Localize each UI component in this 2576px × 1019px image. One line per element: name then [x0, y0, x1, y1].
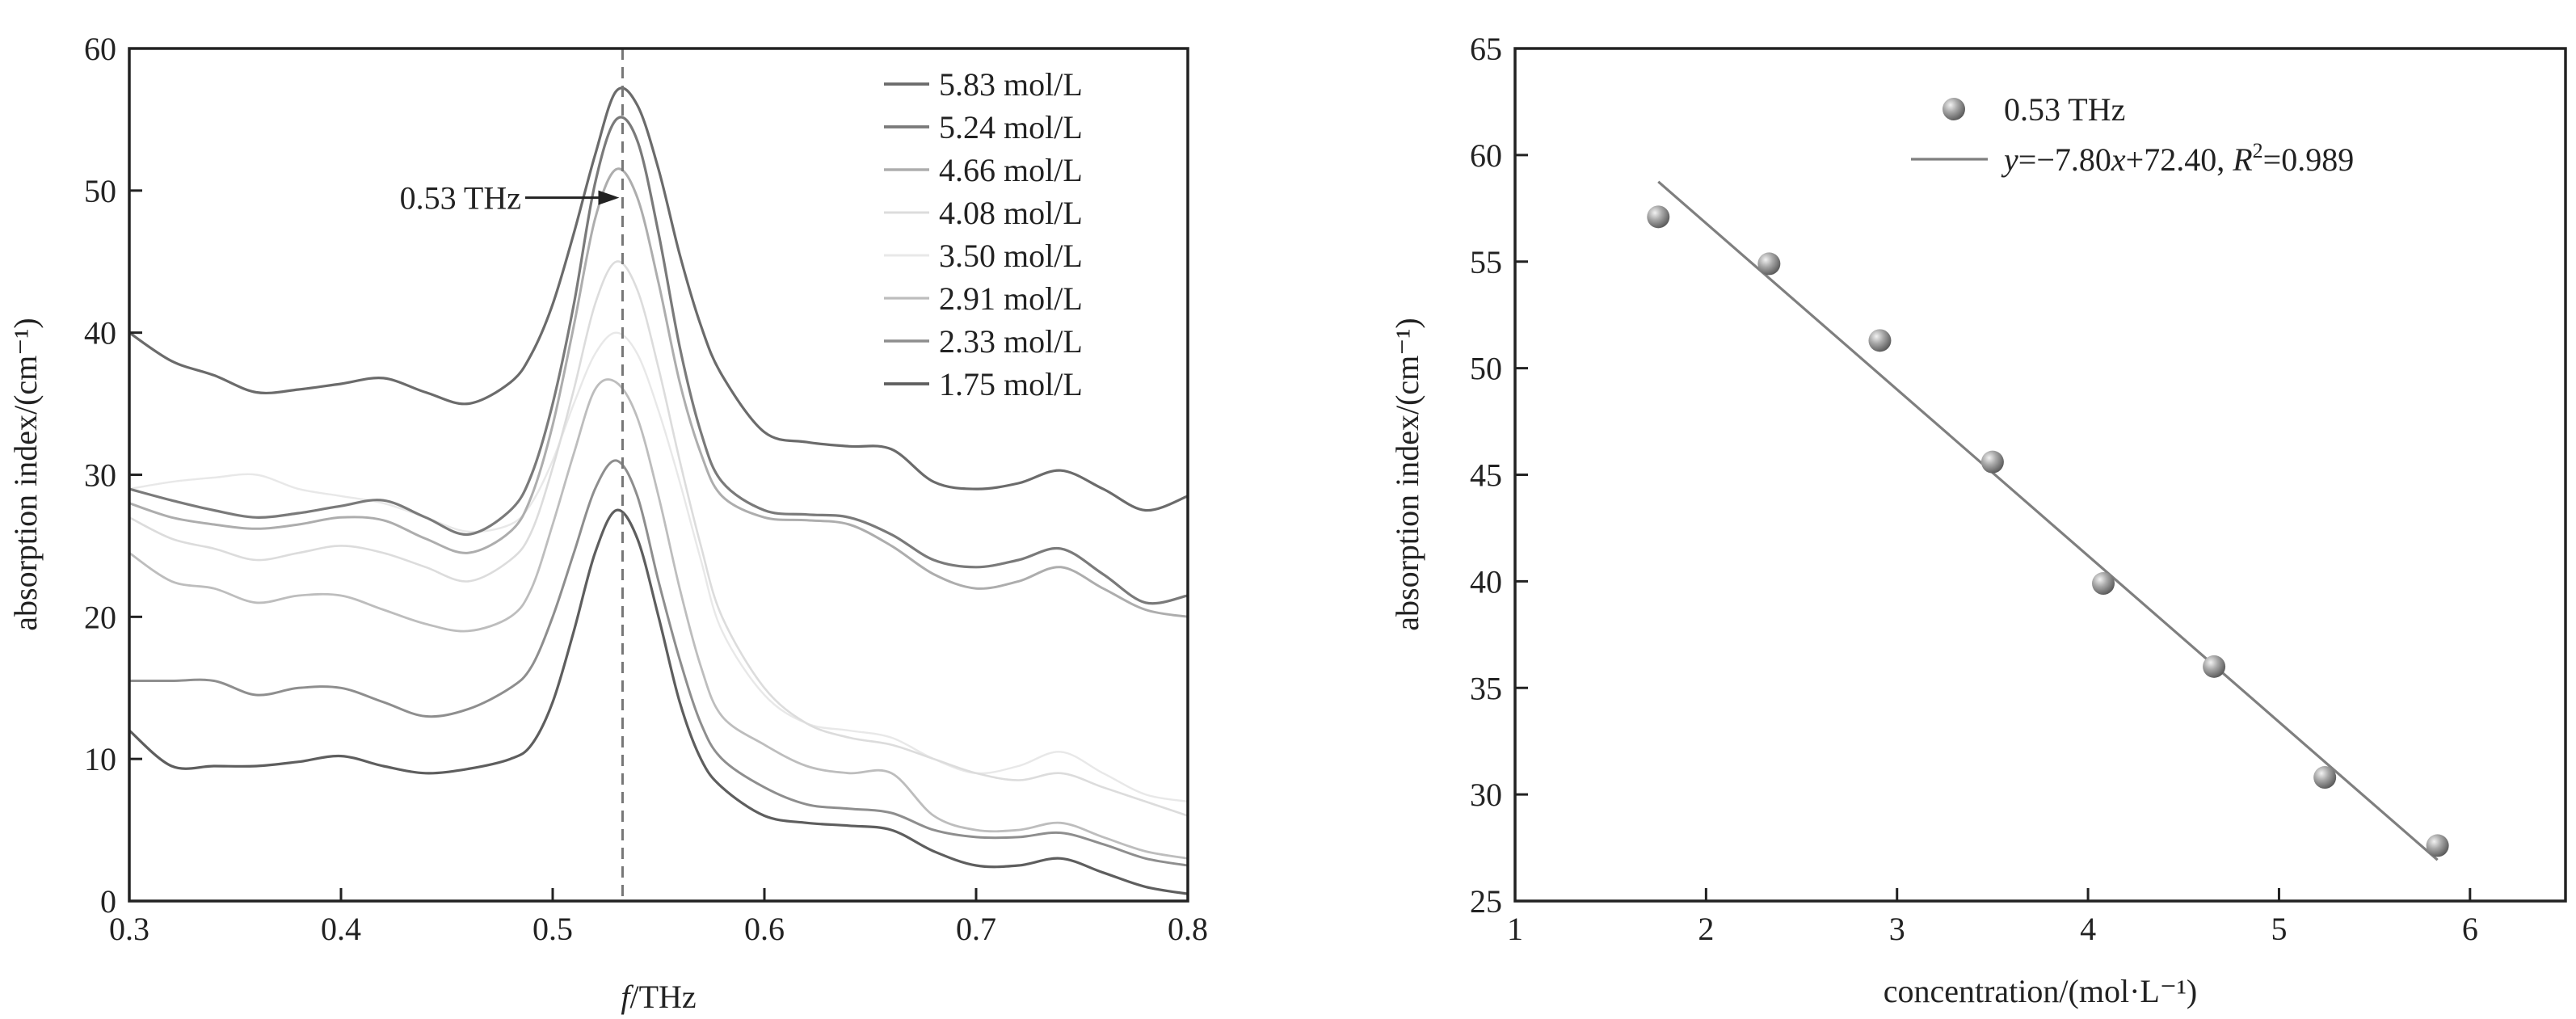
scatter-point — [1647, 205, 1670, 229]
fit-legend-scatter-label: 0.53 THz — [2004, 91, 2125, 128]
spectra-x-tick-label: 0.5 — [532, 911, 573, 947]
spectra-y-tick-label: 30 — [84, 457, 116, 494]
series-line-3-50-mol-l — [129, 331, 1188, 803]
peak-annotation-arrow-head — [598, 190, 620, 205]
fit-y-tick-label: 30 — [1470, 777, 1502, 813]
fit-y-tick-label: 55 — [1470, 244, 1502, 280]
spectra-x-tick-label: 0.8 — [1168, 911, 1208, 947]
scatter-point — [2203, 655, 2226, 678]
fit-line — [1657, 180, 2439, 861]
scatter-point — [2313, 766, 2337, 790]
fit-y-axis-title: absorption index/(cm⁻¹) — [1389, 318, 1425, 630]
series-line-5-24-mol-l — [129, 116, 1188, 605]
spectra-legend-label: 1.75 mol/L — [939, 366, 1083, 402]
fit-y-tick-label: 25 — [1470, 883, 1502, 920]
fit-x-tick-label: 2 — [1698, 911, 1714, 947]
spectra-y-tick-label: 20 — [84, 599, 116, 635]
scatter-point — [2092, 572, 2115, 596]
fit-y-tick-label: 50 — [1470, 351, 1502, 387]
spectra-x-tick-label: 0.6 — [744, 911, 785, 947]
fit-y-tick-label: 35 — [1470, 670, 1502, 706]
scatter-point — [1980, 450, 2004, 474]
spectra-y-tick-label: 60 — [84, 31, 116, 67]
peak-annotation-label: 0.53 THz — [400, 180, 521, 217]
spectra-x-ticks: 0.3 0.4 0.5 0.6 0.7 0.8 — [109, 888, 1208, 947]
fit-legend: 0.53 THz y=−7.80x+72.40, R2=0.989 — [1911, 91, 2354, 178]
spectra-legend-label: 2.33 mol/L — [939, 323, 1083, 360]
series-line-4-66-mol-l — [129, 167, 1188, 618]
series-line-5-83-mol-l — [129, 86, 1188, 512]
spectra-legend: 5.83 mol/L 5.24 mol/L 4.66 mol/L 4.08 mol/L… — [884, 66, 1083, 402]
scatter-point — [1757, 252, 1781, 276]
spectra-x-axis-title: f/THz — [621, 979, 696, 1015]
series-line-1-75-mol-l — [129, 508, 1188, 895]
spectra-y-axis-title: absorption index/(cm⁻¹) — [7, 318, 44, 630]
spectra-legend-label: 4.08 mol/L — [939, 195, 1083, 231]
series-line-2-91-mol-l — [129, 378, 1188, 860]
spectra-x-tick-label: 0.3 — [109, 911, 149, 947]
spectra-chart: 0.53 THz 0.3 0.4 0.5 0.6 0.7 0.8 0 10 20 30 40 50 6… — [7, 31, 1208, 1015]
spectra-x-tick-label: 0.7 — [956, 911, 996, 947]
spectra-series-group — [129, 86, 1188, 895]
fit-x-ticks: 1 2 3 4 5 6 — [1507, 888, 2478, 947]
spectra-y-tick-label: 10 — [84, 741, 116, 777]
spectra-legend-label: 4.66 mol/L — [939, 152, 1083, 188]
spectra-legend-label: 5.24 mol/L — [939, 109, 1083, 145]
fit-x-tick-label: 6 — [2462, 911, 2478, 947]
peak-annotation: 0.53 THz — [400, 180, 620, 217]
fit-x-tick-label: 1 — [1507, 911, 1523, 947]
spectra-y-tick-label: 50 — [84, 173, 116, 209]
fit-y-ticks: 25 30 35 40 45 50 55 60 65 — [1470, 31, 1528, 920]
scatter-point — [2426, 834, 2449, 857]
spectra-x-tick-label: 0.4 — [321, 911, 361, 947]
fit-y-tick-label: 60 — [1470, 137, 1502, 174]
fit-x-tick-label: 3 — [1889, 911, 1905, 947]
spectra-legend-label: 3.50 mol/L — [939, 238, 1083, 274]
series-line-2-33-mol-l — [129, 459, 1188, 867]
series-line-4-08-mol-l — [129, 260, 1188, 817]
fit-y-tick-label: 40 — [1470, 563, 1502, 600]
fit-legend-marker — [1943, 98, 1965, 120]
spectra-y-tick-label: 0 — [100, 883, 116, 920]
fit-x-tick-label: 4 — [2080, 911, 2096, 947]
spectra-y-tick-label: 40 — [84, 315, 116, 352]
fit-x-tick-label: 5 — [2271, 911, 2287, 947]
scatter-point — [1868, 329, 1892, 352]
fit-x-axis-title: concentration/(mol·L⁻¹) — [1884, 973, 2198, 1009]
fit-legend-equation: y=−7.80x+72.40, R2=0.989 — [2001, 139, 2354, 178]
scatter-points — [1647, 205, 2449, 857]
spectra-legend-label: 5.83 mol/L — [939, 66, 1083, 103]
spectra-legend-label: 2.91 mol/L — [939, 280, 1083, 317]
fit-y-tick-label: 45 — [1470, 457, 1502, 494]
fit-y-tick-label: 65 — [1470, 31, 1502, 67]
spectra-y-ticks: 0 10 20 30 40 50 60 — [84, 31, 142, 920]
